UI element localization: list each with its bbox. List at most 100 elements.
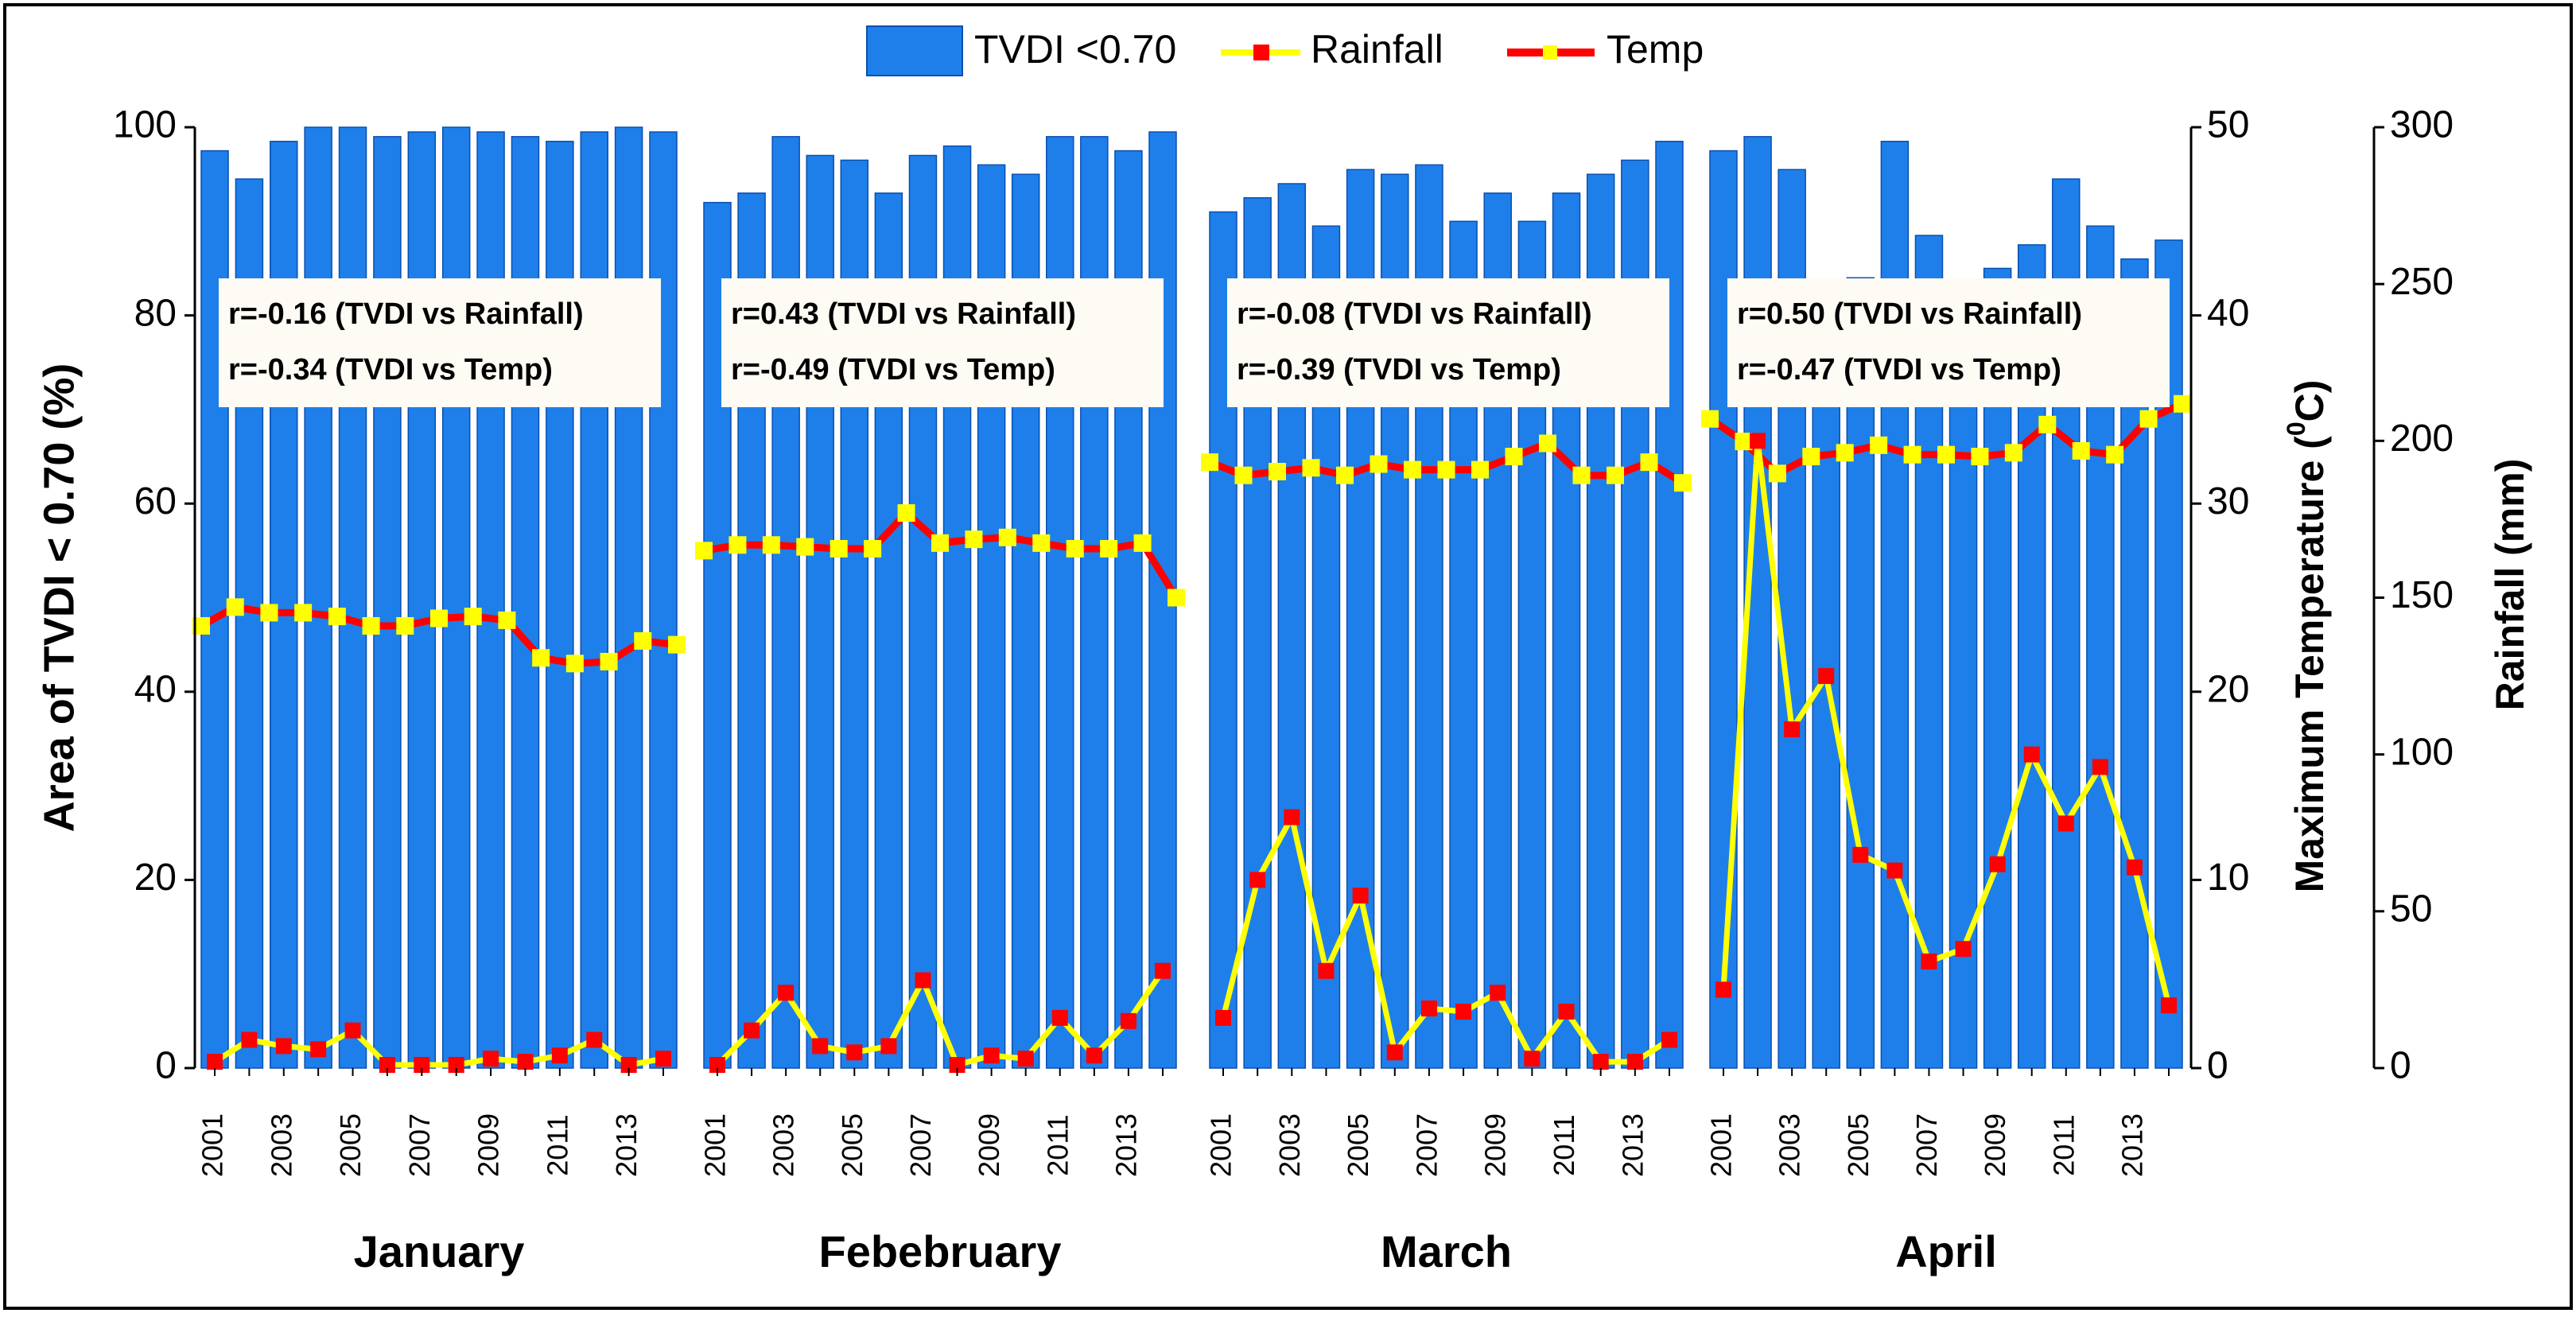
rainfall-point [1921, 953, 1937, 969]
temp-point [668, 635, 686, 654]
year-tick-label: 2009 [1979, 1113, 2011, 1177]
rainfall-point [1886, 862, 1903, 879]
tvdi-bar [580, 131, 608, 1069]
temp-axis-label-tail: C) [2287, 380, 2332, 422]
tvdi-bar [1846, 277, 1875, 1069]
temp-point [2139, 410, 2158, 428]
year-tick-label: 2001 [1205, 1113, 1237, 1177]
rain-axis-tick-label: 200 [2390, 418, 2454, 460]
rainfall-point [1818, 668, 1835, 685]
temp-point [1903, 445, 1921, 464]
temp-point [532, 649, 550, 667]
rainfall-point [2161, 997, 2177, 1014]
temp-point [1471, 460, 1489, 479]
temp-point [897, 504, 915, 523]
tvdi-bar [373, 136, 402, 1069]
rainfall-point [2126, 859, 2143, 876]
temp-point [1802, 448, 1820, 466]
temp-point [226, 598, 244, 616]
year-tick-label: 2003 [1273, 1113, 1306, 1177]
annotation-rainfall: r=-0.16 (TVDI vs Rainfall) [228, 297, 584, 331]
rain-axis-label: Rainfall (mm) [2488, 459, 2532, 711]
year-tick-label: 2001 [1705, 1113, 1738, 1177]
rainfall-point [1386, 1044, 1403, 1061]
temp-point [931, 534, 949, 552]
left-axis-label: Area of TVDI < 0.70 (%) [35, 363, 83, 833]
rainfall-point [1955, 941, 1972, 958]
annotation-box [721, 278, 1164, 407]
rainfall-point [1051, 1009, 1068, 1026]
tvdi-bar [304, 126, 332, 1069]
annotation-temp: r=-0.39 (TVDI vs Temp) [1237, 353, 1561, 387]
rainfall-point [1120, 1012, 1136, 1029]
temp-point [1437, 460, 1455, 479]
temp-point [1937, 445, 1955, 464]
year-tick-label: 2013 [1616, 1113, 1649, 1177]
annotation-temp: r=-0.49 (TVDI vs Temp) [731, 353, 1055, 387]
tvdi-bar [338, 126, 367, 1069]
annotation-rainfall: r=0.43 (TVDI vs Rainfall) [731, 297, 1076, 331]
rainfall-point [1661, 1031, 1677, 1048]
temp-point [498, 611, 516, 629]
left-axis-tick-label: 80 [134, 292, 177, 334]
rainfall-line [1720, 437, 2172, 1006]
temp-axis-tick-label: 20 [2207, 668, 2249, 710]
left-axis-tick-label: 0 [155, 1045, 177, 1087]
temp-point [1701, 410, 1719, 428]
year-tick-label: 2011 [1041, 1114, 1074, 1175]
temp-point [634, 631, 652, 650]
rainfall-point [551, 1047, 568, 1064]
temp-point [1404, 460, 1421, 479]
tvdi-bar [1949, 314, 1978, 1069]
temp-point [1302, 459, 1320, 477]
temp-point [2174, 394, 2191, 413]
temp-point [192, 616, 210, 635]
temp-point [1607, 466, 1624, 484]
temp-point [464, 608, 482, 626]
rainfall-point [1784, 721, 1801, 738]
rainfall-point [1017, 1051, 1034, 1067]
rainfall-point [207, 1054, 223, 1070]
rainfall-point [310, 1041, 327, 1058]
month-label: Febebruary [819, 1226, 1062, 1276]
rainfall-point [1420, 1000, 1437, 1017]
temp-point [2038, 415, 2057, 433]
rainfall-line [1220, 814, 1671, 1065]
left-axis-tick-label: 40 [134, 668, 177, 710]
rainfall-point [778, 985, 795, 1001]
tvdi-bar [476, 131, 505, 1069]
temp-point [729, 536, 747, 554]
rainfall-point [517, 1054, 534, 1070]
temp-axis-tick-label: 10 [2207, 857, 2249, 899]
temp-axis-label-main: Maximum Temperature ( [2287, 436, 2332, 893]
year-tick-label: 2007 [403, 1113, 436, 1177]
temp-point [1836, 444, 1854, 462]
temp-point [430, 609, 448, 627]
annotation-temp: r=-0.47 (TVDI vs Temp) [1737, 353, 2061, 387]
tvdi-bar [1046, 136, 1074, 1069]
year-tick-label: 2005 [836, 1113, 868, 1177]
temp-axis-tick-label: 40 [2207, 292, 2249, 334]
temp-point [1100, 539, 1118, 557]
rainfall-point [915, 972, 931, 989]
year-tick-label: 2007 [1410, 1113, 1443, 1177]
temp-point [830, 539, 848, 557]
temp-point [1505, 448, 1523, 466]
temp-point [1336, 466, 1354, 484]
temp-point [362, 616, 380, 635]
temp-point [1768, 464, 1786, 483]
annotation-rainfall: r=-0.08 (TVDI vs Rainfall) [1237, 297, 1592, 331]
temp-point [796, 538, 814, 556]
temp-point [1201, 453, 1218, 472]
rainfall-point [655, 1051, 671, 1067]
temp-point [864, 539, 882, 557]
rainfall-point [483, 1051, 499, 1067]
rainfall-point [344, 1022, 361, 1039]
year-tick-label: 2009 [472, 1113, 505, 1177]
temp-point [1269, 462, 1286, 480]
rainfall-point [709, 1057, 725, 1074]
year-tick-label: 2009 [973, 1113, 1005, 1177]
year-tick-label: 2013 [610, 1113, 643, 1177]
temp-point [1674, 474, 1692, 492]
